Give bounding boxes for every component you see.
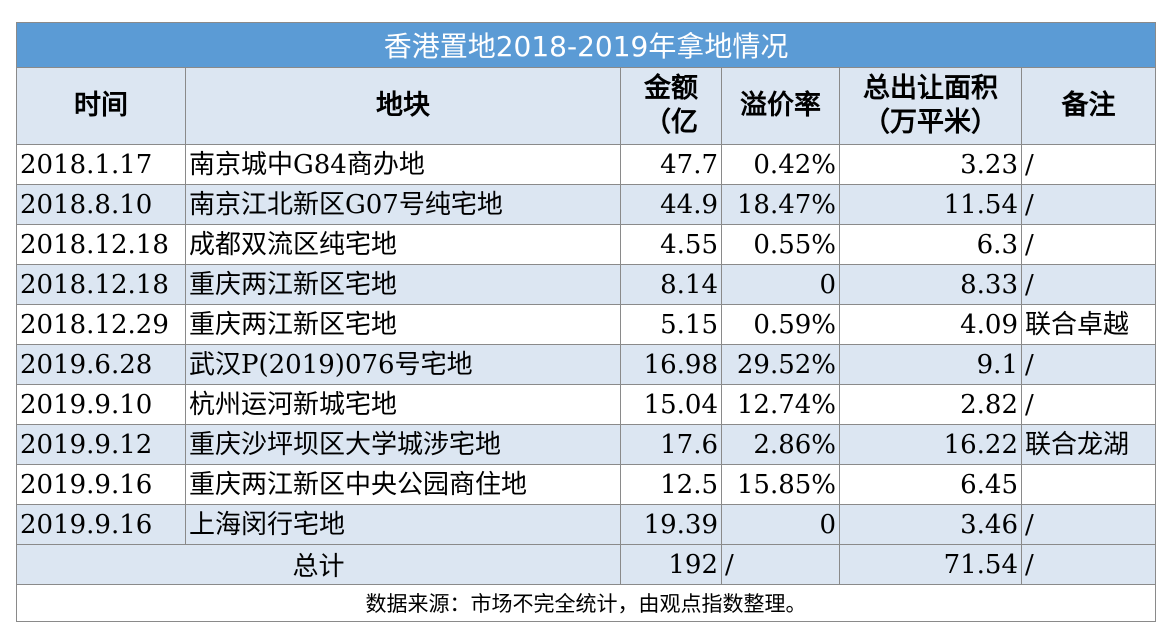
cell-area: 3.46 — [839, 504, 1022, 545]
header-area: 总出让面积 （万平米） — [839, 67, 1022, 145]
table-row: 2018.12.29 重庆两江新区宅地 5.15 0.59% 4.09 联合卓越 — [16, 304, 1157, 345]
header-premium: 溢价率 — [721, 67, 840, 145]
header-amount: 金额 （亿 — [620, 67, 722, 145]
cell-note: / — [1020, 344, 1157, 385]
cell-plot: 重庆两江新区中央公园商住地 — [185, 464, 621, 505]
cell-area: 4.09 — [839, 304, 1022, 345]
cell-time: 2018.12.18 — [16, 224, 186, 265]
cell-note: / — [1020, 184, 1157, 225]
cell-note: 联合龙湖 — [1020, 424, 1157, 465]
total-note: / — [1020, 544, 1157, 585]
cell-plot: 重庆沙坪坝区大学城涉宅地 — [185, 424, 621, 465]
cell-time: 2018.12.29 — [16, 304, 186, 345]
cell-amount: 5.15 — [620, 304, 722, 345]
cell-time: 2019.9.16 — [16, 504, 186, 545]
title-row: 香港置地2018-2019年拿地情况 — [15, 22, 1157, 68]
total-label: 总计 — [16, 544, 621, 585]
cell-area: 11.54 — [839, 184, 1022, 225]
cell-amount: 4.55 — [620, 224, 722, 265]
cell-note: / — [1020, 264, 1157, 305]
total-premium: / — [721, 544, 840, 585]
cell-plot: 成都双流区纯宅地 — [185, 224, 621, 265]
cell-note: 联合卓越 — [1020, 304, 1157, 345]
cell-amount: 8.14 — [620, 264, 722, 305]
cell-plot: 重庆两江新区宅地 — [185, 304, 621, 345]
header-area-line1: 总出让面积 — [863, 73, 998, 104]
total-area: 71.54 — [839, 544, 1022, 585]
cell-area: 3.23 — [839, 144, 1022, 185]
cell-note: / — [1020, 504, 1157, 545]
table-row: 2018.1.17 南京城中G84商办地 47.7 0.42% 3.23 / — [16, 144, 1157, 185]
cell-plot: 重庆两江新区宅地 — [185, 264, 621, 305]
cell-area: 6.45 — [839, 464, 1022, 505]
header-note: 备注 — [1020, 67, 1157, 145]
cell-premium: 18.47% — [721, 184, 840, 225]
header-time: 时间 — [16, 67, 186, 145]
cell-plot: 上海闵行宅地 — [185, 504, 621, 545]
total-row: 总计 192 / 71.54 / — [16, 544, 1157, 585]
cell-time: 2019.9.10 — [16, 384, 186, 425]
cell-time: 2018.1.17 — [16, 144, 186, 185]
cell-note: / — [1020, 224, 1157, 265]
cell-premium: 2.86% — [721, 424, 840, 465]
total-amount: 192 — [620, 544, 722, 585]
cell-amount: 44.9 — [620, 184, 722, 225]
cell-premium: 29.52% — [721, 344, 840, 385]
table-row: 2018.12.18 成都双流区纯宅地 4.55 0.55% 6.3 / — [16, 224, 1157, 265]
table-row: 2019.9.16 重庆两江新区中央公园商住地 12.5 15.85% 6.45 — [16, 464, 1157, 505]
cell-amount: 16.98 — [620, 344, 722, 385]
header-amount-line1: 金额 — [644, 73, 698, 104]
cell-premium: 0 — [721, 504, 840, 545]
source-note: 数据来源：市场不完全统计，由观点指数整理。 — [15, 584, 1157, 622]
cell-amount: 15.04 — [620, 384, 722, 425]
cell-note: / — [1020, 384, 1157, 425]
header-area-line2: （万平米） — [863, 107, 998, 138]
cell-premium: 12.74% — [721, 384, 840, 425]
cell-time: 2019.9.12 — [16, 424, 186, 465]
cell-note — [1020, 464, 1157, 505]
cell-time: 2018.8.10 — [16, 184, 186, 225]
header-plot: 地块 — [185, 67, 621, 145]
cell-premium: 0 — [721, 264, 840, 305]
table-title: 香港置地2018-2019年拿地情况 — [15, 22, 1157, 68]
table-row: 2018.8.10 南京江北新区G07号纯宅地 44.9 18.47% 11.5… — [16, 184, 1157, 225]
source-row: 数据来源：市场不完全统计，由观点指数整理。 — [15, 584, 1157, 622]
cell-time: 2018.12.18 — [16, 264, 186, 305]
cell-area: 6.3 — [839, 224, 1022, 265]
cell-note: / — [1020, 144, 1157, 185]
cell-area: 16.22 — [839, 424, 1022, 465]
cell-premium: 0.55% — [721, 224, 840, 265]
land-acquisition-table: 香港置地2018-2019年拿地情况 时间 地块 金额 （亿 溢价率 总出让面积（… — [15, 22, 1157, 622]
cell-amount: 17.6 — [620, 424, 722, 465]
cell-area: 9.1 — [839, 344, 1022, 385]
cell-time: 2019.9.16 — [16, 464, 186, 505]
table-row: 2018.12.18 重庆两江新区宅地 8.14 0 8.33 / — [16, 264, 1157, 305]
table-row: 2019.9.12 重庆沙坪坝区大学城涉宅地 17.6 2.86% 16.22 … — [16, 424, 1157, 465]
cell-premium: 0.59% — [721, 304, 840, 345]
cell-area: 2.82 — [839, 384, 1022, 425]
cell-plot: 武汉P(2019)076号宅地 — [185, 344, 621, 385]
cell-plot: 南京城中G84商办地 — [185, 144, 621, 185]
cell-amount: 19.39 — [620, 504, 722, 545]
table-row: 2019.9.10 杭州运河新城宅地 15.04 12.74% 2.82 / — [16, 384, 1157, 425]
header-amount-line2: （亿 — [644, 107, 698, 138]
cell-time: 2019.6.28 — [16, 344, 186, 385]
table-row: 2019.6.28 武汉P(2019)076号宅地 16.98 29.52% 9… — [16, 344, 1157, 385]
cell-premium: 0.42% — [721, 144, 840, 185]
cell-amount: 47.7 — [620, 144, 722, 185]
cell-plot: 杭州运河新城宅地 — [185, 384, 621, 425]
cell-premium: 15.85% — [721, 464, 840, 505]
cell-area: 8.33 — [839, 264, 1022, 305]
table-row: 2019.9.16 上海闵行宅地 19.39 0 3.46 / — [16, 504, 1157, 545]
header-row: 时间 地块 金额 （亿 溢价率 总出让面积 （万平米） 备注 — [16, 67, 1157, 145]
cell-plot: 南京江北新区G07号纯宅地 — [185, 184, 621, 225]
cell-amount: 12.5 — [620, 464, 722, 505]
